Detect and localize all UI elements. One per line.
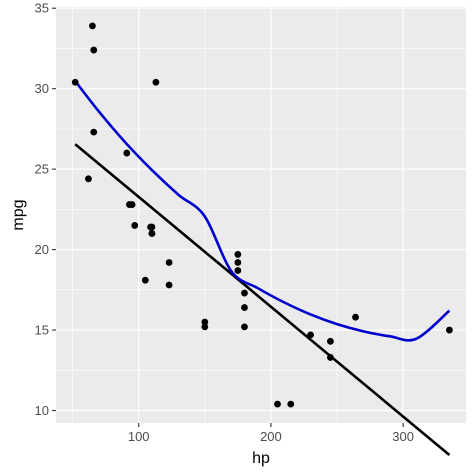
x-tick-label: 300 <box>392 429 414 444</box>
y-tick-labels: 10 15 20 25 30 35 <box>35 1 49 418</box>
y-axis-title: mpg <box>10 199 27 230</box>
data-point <box>128 201 136 208</box>
linear-fit-line <box>74 143 451 456</box>
data-point <box>327 337 334 345</box>
data-point <box>165 281 173 289</box>
data-point <box>234 251 242 258</box>
axis-ticks <box>52 7 404 427</box>
data-point <box>327 354 334 361</box>
data-points <box>71 22 453 408</box>
data-point <box>201 318 209 326</box>
data-point <box>234 259 242 266</box>
data-point <box>89 22 96 30</box>
data-point <box>71 78 79 86</box>
fit-lines <box>74 80 451 456</box>
data-point <box>241 289 248 297</box>
y-tick-label: 35 <box>35 1 49 16</box>
data-point <box>141 276 149 284</box>
data-point <box>90 128 98 136</box>
data-point <box>241 323 248 331</box>
data-point <box>446 326 453 334</box>
plot-panel <box>56 7 466 423</box>
data-point <box>234 267 242 274</box>
x-tick-labels: 100 200 300 <box>128 429 414 444</box>
data-point <box>307 331 314 339</box>
data-point <box>201 323 209 331</box>
data-point <box>165 259 173 266</box>
y-tick-label: 20 <box>35 242 49 257</box>
data-point <box>148 230 156 237</box>
major-gridlines <box>56 7 466 423</box>
data-point <box>131 222 139 229</box>
quadratic-fit-line <box>74 80 451 342</box>
y-tick-label: 10 <box>35 403 49 418</box>
x-tick-label: 200 <box>260 429 282 444</box>
data-point <box>274 400 281 408</box>
data-point <box>147 223 155 231</box>
data-point <box>352 313 359 321</box>
data-point <box>90 46 98 54</box>
y-tick-label: 15 <box>35 323 49 338</box>
y-tick-label: 25 <box>35 162 49 177</box>
data-point <box>287 400 295 408</box>
x-tick-label: 100 <box>128 429 150 444</box>
y-tick-label: 30 <box>35 81 49 96</box>
data-point <box>152 78 160 86</box>
data-point <box>85 175 92 183</box>
data-point <box>241 304 248 311</box>
data-point <box>123 149 131 157</box>
x-axis-title: hp <box>252 450 270 467</box>
